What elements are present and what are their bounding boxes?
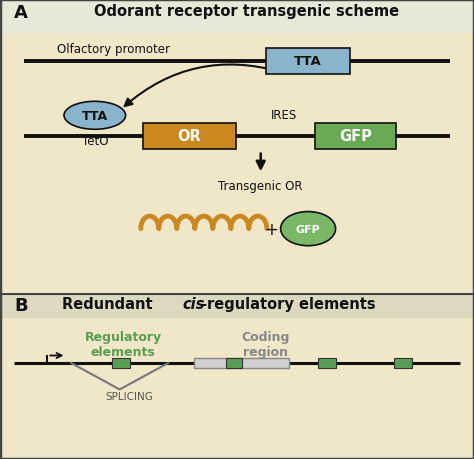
Text: TTA: TTA (82, 110, 108, 123)
FancyArrowPatch shape (125, 65, 282, 107)
FancyBboxPatch shape (318, 358, 336, 368)
Text: A: A (14, 5, 28, 22)
Text: GFP: GFP (339, 129, 372, 144)
FancyBboxPatch shape (0, 0, 474, 34)
FancyBboxPatch shape (266, 49, 350, 75)
FancyBboxPatch shape (144, 123, 236, 150)
Text: TTA: TTA (294, 55, 322, 68)
Text: Olfactory promoter: Olfactory promoter (57, 43, 170, 56)
Text: Odorant receptor transgenic scheme: Odorant receptor transgenic scheme (94, 5, 399, 19)
Text: -regulatory elements: -regulatory elements (201, 296, 376, 311)
Text: OR: OR (178, 129, 201, 144)
FancyBboxPatch shape (0, 294, 474, 319)
Text: SPLICING: SPLICING (106, 391, 154, 401)
FancyBboxPatch shape (226, 358, 242, 368)
Text: Regulatory
elements: Regulatory elements (85, 330, 162, 358)
FancyBboxPatch shape (315, 123, 396, 150)
FancyBboxPatch shape (394, 358, 412, 368)
Text: TetO: TetO (82, 135, 108, 148)
Text: +: + (264, 220, 278, 238)
Ellipse shape (64, 102, 126, 130)
Text: Redundant: Redundant (62, 296, 157, 311)
Text: IRES: IRES (271, 109, 298, 122)
Text: cis: cis (182, 296, 205, 311)
FancyBboxPatch shape (112, 358, 130, 368)
Text: Transgenic OR: Transgenic OR (219, 179, 303, 192)
Text: GFP: GFP (296, 224, 320, 234)
FancyBboxPatch shape (194, 358, 289, 368)
Text: Coding
region: Coding region (241, 330, 290, 358)
Text: B: B (14, 296, 28, 314)
Circle shape (281, 212, 336, 246)
